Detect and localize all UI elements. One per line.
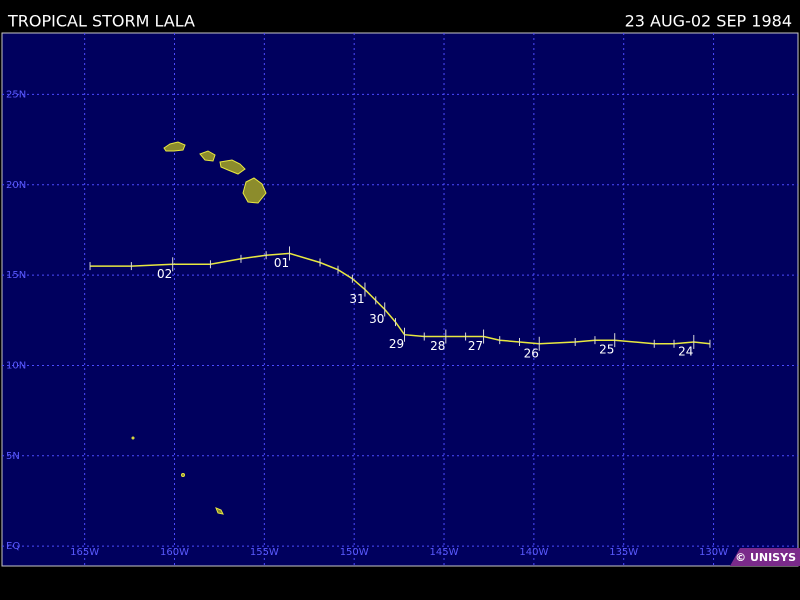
title: TROPICAL STORM LALA: [7, 12, 195, 31]
islands: [131, 141, 267, 515]
day-label: 01: [274, 256, 289, 270]
maui-molokai: [219, 159, 246, 175]
atoll: [215, 507, 224, 515]
day-label: 30: [369, 312, 384, 326]
lat-label: EQ: [6, 541, 20, 552]
ocean: [1, 32, 799, 567]
lon-label: 140W: [519, 547, 548, 558]
grid: 165W 160W 155W 150W 145W 140W 135W 130W EQ 5N 10N 1…: [2, 33, 798, 566]
lat-label: 15N: [6, 270, 26, 281]
credit: © UNISYS: [735, 551, 796, 564]
atoll: [181, 473, 185, 477]
day-label: 31: [349, 292, 364, 306]
lat-label: 10N: [6, 360, 26, 371]
date-range: 23 AUG-02 SEP 1984: [625, 12, 792, 31]
lon-label: 145W: [430, 547, 459, 558]
lat-label: 5N: [6, 451, 20, 462]
kauai: [163, 141, 186, 152]
credit-badge: [730, 548, 800, 566]
day-label: 24: [678, 344, 693, 358]
lon-label: 150W: [340, 547, 369, 558]
day-label: 26: [524, 346, 539, 360]
lon-label: 165W: [70, 547, 99, 558]
day-label: 02: [157, 267, 172, 281]
day-label: 25: [599, 343, 614, 357]
lon-label: 130W: [699, 547, 728, 558]
lon-label: 155W: [250, 547, 279, 558]
day-label: 29: [389, 337, 404, 351]
lat-label: 20N: [6, 180, 26, 191]
lat-label: 25N: [6, 89, 26, 100]
atoll: [131, 436, 135, 440]
lon-label: 160W: [160, 547, 189, 558]
track: 24 25 26 27 28 29 30 31 01 02: [89, 246, 711, 360]
big-island: [242, 177, 267, 204]
oahu: [199, 150, 216, 162]
day-label: 28: [430, 339, 445, 353]
lon-label: 135W: [609, 547, 638, 558]
day-label: 27: [468, 339, 483, 353]
